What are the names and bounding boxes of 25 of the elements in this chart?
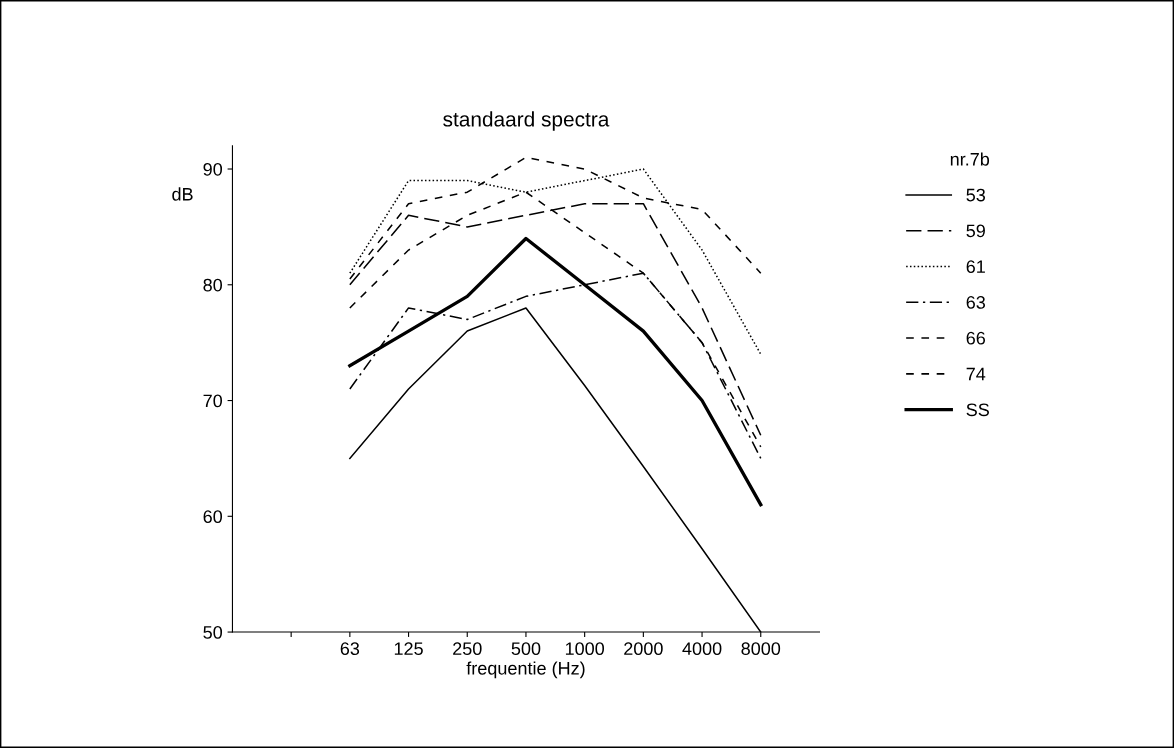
legend-label: 74 xyxy=(966,367,986,381)
legend-title: nr.7b xyxy=(950,152,990,166)
chart-title: standaard spectra xyxy=(443,111,610,131)
legend-label: 59 xyxy=(966,224,985,238)
y-tick-label: 50 xyxy=(203,625,223,639)
x-tick-label: 63 xyxy=(340,642,360,656)
x-tick-label: 8000 xyxy=(741,642,781,656)
legend-label: 66 xyxy=(966,331,986,345)
x-tick-label: 4000 xyxy=(682,642,722,656)
legend-label: 53 xyxy=(966,188,986,202)
y-axis-title: dB xyxy=(172,187,193,201)
legend-label: 61 xyxy=(966,260,985,274)
line-series xyxy=(348,236,763,507)
y-tick-label: 80 xyxy=(203,278,223,292)
x-tick-label: 250 xyxy=(453,642,482,656)
legend-label: SS xyxy=(966,403,989,417)
legend-label: 63 xyxy=(966,296,986,309)
y-tick-label: 60 xyxy=(203,510,223,524)
x-tick-label: 1000 xyxy=(565,642,605,656)
x-tick-label: 500 xyxy=(511,642,541,656)
x-tick-label: 125 xyxy=(394,642,423,656)
x-axis-title: frequentie (Hz) xyxy=(466,661,585,679)
y-tick-label: 90 xyxy=(203,162,223,176)
x-tick-label: 2000 xyxy=(624,642,663,656)
y-tick-label: 70 xyxy=(203,394,223,408)
